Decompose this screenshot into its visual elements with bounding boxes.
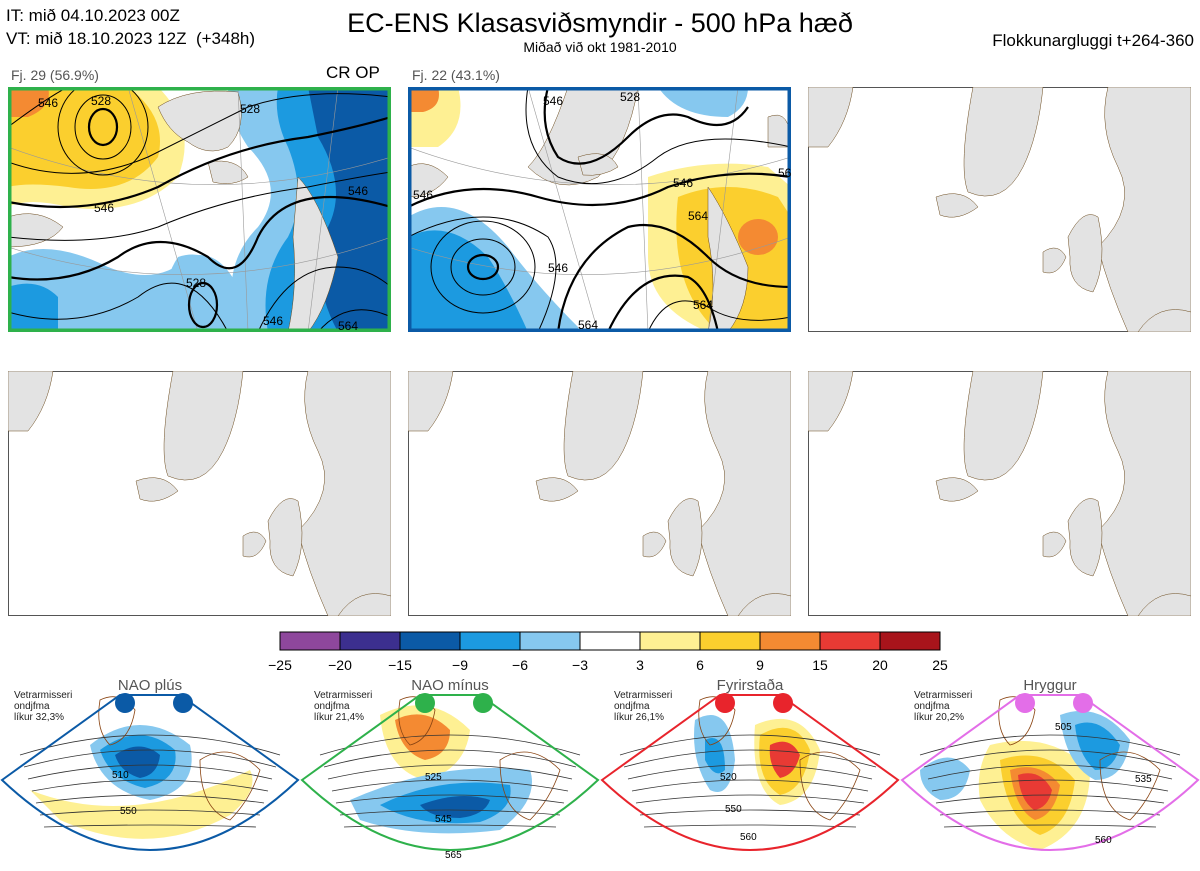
colorbar-tick-label: 25	[932, 657, 948, 673]
colorbar-bin	[459, 631, 521, 651]
classification-window: Flokkunargluggi t+264-360	[992, 31, 1194, 50]
p1-contour-label: 546	[348, 184, 368, 198]
page-subtitle: Miðað við okt 1981-2010	[523, 39, 677, 55]
regime-note-line: Vetrarmisseri	[914, 690, 973, 701]
p2-contour-label: 564	[688, 209, 708, 223]
regime-note: Vetrarmisseri ondjfma líkur 21,4%	[314, 690, 372, 723]
regime-contour-label: 535	[1135, 774, 1152, 785]
regime-contour-label: 525	[425, 772, 442, 783]
cluster-map-2: 546 528 546 546 564 546 564 564 564	[408, 87, 791, 332]
regime-note: Vetrarmisseri ondjfma líkur 26,1%	[614, 690, 672, 723]
colorbar-bin	[279, 631, 341, 651]
p1-contour-label: 546	[94, 201, 114, 215]
empty-map-1	[808, 87, 1191, 332]
p1-contour-label: 528	[240, 102, 260, 116]
colorbar-bin	[639, 631, 701, 651]
p1-contour-label: 564	[338, 319, 358, 332]
colorbar-tick-label: −25	[268, 657, 292, 673]
regime-note-line: líkur 32,3%	[14, 712, 65, 723]
colorbar-bin	[579, 631, 641, 651]
regime-note-line: ondjfma	[914, 701, 950, 712]
regime-contour-label: 560	[1095, 835, 1112, 846]
colorbar-bin	[699, 631, 761, 651]
p2-contour-label: 546	[673, 176, 693, 190]
regime-map: 525 545 565	[300, 693, 600, 861]
p2-contour-label: 564	[778, 166, 791, 180]
valid-time-lead: (+348h)	[195, 29, 256, 48]
p2-contour-label: 564	[578, 318, 598, 332]
panel-1-tag: CR OP	[326, 63, 380, 82]
colorbar-bin	[519, 631, 581, 651]
regime-note-line: líkur 26,1%	[614, 712, 665, 723]
panel-1-label: Fj. 29 (56.9%)	[11, 67, 99, 83]
regime-contour-label: 560	[740, 832, 757, 843]
colorbar-tick-label: 20	[872, 657, 888, 673]
regime-contour-label: 520	[720, 772, 737, 783]
empty-map-2	[8, 371, 391, 616]
colorbar-tick-label: 9	[756, 657, 764, 673]
p2-contour-label: 546	[413, 188, 433, 202]
regime-note-line: Vetrarmisseri	[614, 690, 673, 701]
regime-note-line: ondjfma	[614, 701, 650, 712]
regime-note-line: ondjfma	[314, 701, 350, 712]
regime-map: 520 550 560	[600, 693, 900, 851]
regime-note-line: líkur 21,4%	[314, 712, 365, 723]
regime-note-line: Vetrarmisseri	[14, 690, 73, 701]
regime-note-line: Vetrarmisseri	[314, 690, 373, 701]
page-title: EC-ENS Klasasviðsmyndir - 500 hPa hæð	[347, 8, 853, 38]
colorbar-tick-label: 15	[812, 657, 828, 673]
regime-note-line: ondjfma	[14, 701, 50, 712]
regime-contour-label: 550	[725, 804, 742, 815]
p2-contour-label: 564	[693, 298, 713, 312]
valid-time-value: VT: mið 18.10.2023 12Z	[6, 29, 187, 48]
p1-contour-label: 546	[263, 314, 283, 328]
regime-note: Vetrarmisseri ondjfma líkur 20,2%	[914, 690, 972, 723]
colorbar-bin	[819, 631, 881, 651]
colorbar-tick-label: −3	[572, 657, 588, 673]
empty-map-4	[808, 371, 1191, 616]
colorbar-tick-label: 6	[696, 657, 704, 673]
regime-contour-label: 550	[120, 806, 137, 817]
regime-title: NAO mínus	[411, 677, 489, 694]
regime-note-line: líkur 20,2%	[914, 712, 965, 723]
p1-contour-label: 528	[186, 276, 206, 290]
regime-contour-label: 505	[1055, 722, 1072, 733]
colorbar-bin	[399, 631, 461, 651]
p1-contour-label: 546	[38, 96, 58, 110]
colorbar-bin	[339, 631, 401, 651]
cluster-map-1: 546 528 528 546 546 528 546 564	[8, 87, 391, 332]
regime-title: Hryggur	[1023, 677, 1077, 694]
colorbar-tick-label: −15	[388, 657, 412, 673]
colorbar-tick-label: −9	[452, 657, 468, 673]
regime-note: Vetrarmisseri ondjfma líkur 32,3%	[14, 690, 72, 723]
p2-contour-label: 528	[620, 90, 640, 104]
p1-contour-label: 528	[91, 94, 111, 108]
p2-contour-label: 546	[548, 261, 568, 275]
p2-contour-label: 546	[543, 94, 563, 108]
regime-title: NAO plús	[117, 677, 183, 694]
colorbar-tick-label: −6	[512, 657, 528, 673]
colorbar-bin	[879, 631, 941, 651]
regime-title: Fyrirstaða	[716, 677, 784, 694]
regime-contour-label: 545	[435, 814, 452, 825]
valid-time: VT: mið 18.10.2023 12Z (+348h)	[6, 29, 255, 49]
colorbar-tick-label: −20	[328, 657, 352, 673]
regime-map: 505 535 560	[900, 693, 1200, 851]
colorbar-tick-label: 3	[636, 657, 644, 673]
panel-2-label: Fj. 22 (43.1%)	[412, 67, 500, 83]
regime-contour-label: 565	[445, 850, 462, 861]
empty-map-3	[408, 371, 791, 616]
init-time: IT: mið 04.10.2023 00Z	[6, 6, 180, 25]
regime-map: 510 550	[0, 693, 300, 851]
regime-contour-label: 510	[112, 770, 129, 781]
colorbar-bin	[759, 631, 821, 651]
